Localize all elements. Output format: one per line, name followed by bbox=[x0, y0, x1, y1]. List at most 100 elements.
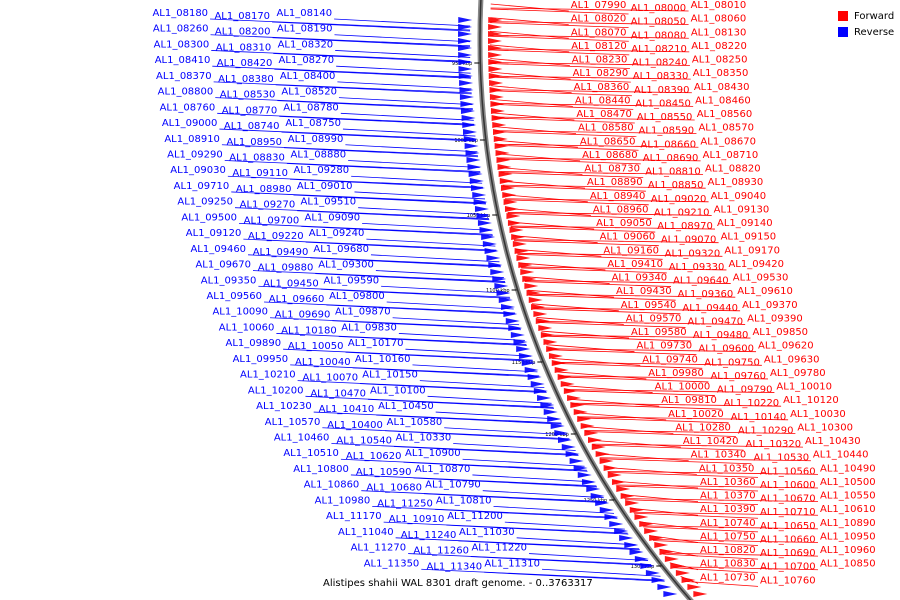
forward-gene-label: AL1_08210 bbox=[631, 44, 687, 55]
forward-gene-connector bbox=[600, 458, 752, 465]
reverse-gene-label: AL1_10900 bbox=[405, 448, 461, 459]
forward-gene-label: AL1_08220 bbox=[691, 41, 747, 52]
forward-gene-connector bbox=[517, 253, 663, 260]
reverse-gene-label: AL1_08400 bbox=[280, 71, 336, 82]
forward-gene-label: AL1_08240 bbox=[632, 58, 688, 69]
reverse-gene-glyph bbox=[577, 472, 592, 478]
reverse-gene-label: AL1_10040 bbox=[295, 357, 351, 368]
reverse-gene-label: AL1_08980 bbox=[236, 184, 292, 195]
reverse-gene-connector bbox=[342, 128, 476, 137]
reverse-gene-connector bbox=[383, 521, 628, 534]
forward-gene-connector bbox=[494, 131, 637, 138]
forward-gene-label: AL1_10340 bbox=[691, 450, 747, 461]
forward-gene-connector bbox=[543, 335, 691, 342]
forward-gene-glyph bbox=[524, 283, 539, 289]
reverse-gene-connector bbox=[210, 34, 471, 47]
forward-gene-connector bbox=[490, 49, 630, 56]
reverse-gene-label: AL1_10180 bbox=[281, 325, 337, 336]
reverse-gene-glyph bbox=[490, 269, 505, 275]
reverse-gene-label: AL1_10980 bbox=[315, 495, 371, 506]
reverse-gene-label: AL1_10170 bbox=[348, 338, 404, 349]
forward-gene-connector bbox=[571, 402, 782, 407]
reverse-gene-label: AL1_10150 bbox=[362, 370, 418, 381]
reverse-gene-label: AL1_10470 bbox=[310, 388, 366, 399]
forward-gene-connector bbox=[590, 439, 681, 448]
forward-gene-glyph bbox=[516, 255, 531, 261]
forward-gene-label: AL1_09340 bbox=[612, 273, 668, 284]
forward-gene-label: AL1_10700 bbox=[760, 562, 816, 573]
forward-gene-connector bbox=[510, 225, 716, 230]
reverse-gene-label: AL1_09030 bbox=[170, 165, 226, 176]
reverse-gene-label: AL1_09800 bbox=[329, 291, 385, 302]
reverse-gene-glyph bbox=[657, 584, 672, 590]
forward-gene-glyph bbox=[551, 360, 566, 366]
forward-gene-label: AL1_10530 bbox=[753, 453, 809, 464]
forward-gene-glyph bbox=[488, 45, 503, 51]
reverse-gene-connector bbox=[350, 474, 597, 487]
forward-gene-connector bbox=[652, 540, 759, 546]
reverse-gene-connector bbox=[405, 348, 532, 357]
forward-gene-label: AL1_09570 bbox=[626, 313, 682, 324]
forward-gene-connector bbox=[513, 239, 719, 244]
forward-gene-connector bbox=[559, 375, 769, 380]
forward-gene-connector bbox=[516, 248, 602, 257]
forward-gene-label: AL1_09370 bbox=[742, 300, 798, 311]
forward-gene-connector bbox=[613, 480, 699, 489]
forward-gene-connector bbox=[672, 566, 819, 571]
reverse-gene-glyph bbox=[459, 80, 474, 86]
reverse-gene-label: AL1_08270 bbox=[279, 55, 335, 66]
reverse-gene-label: AL1_11170 bbox=[326, 511, 382, 522]
reverse-gene-connector bbox=[231, 191, 486, 204]
forward-gene-glyph bbox=[687, 584, 702, 590]
reverse-gene-connector bbox=[297, 380, 547, 393]
forward-gene-label: AL1_08130 bbox=[691, 27, 747, 38]
forward-gene-connector bbox=[582, 426, 674, 434]
forward-gene-connector bbox=[501, 180, 586, 189]
forward-gene-connector bbox=[557, 371, 647, 380]
forward-gene-glyph bbox=[489, 94, 504, 100]
forward-gene-connector bbox=[496, 143, 699, 148]
reverse-gene-glyph bbox=[513, 339, 528, 345]
reverse-gene-label: AL1_10910 bbox=[389, 514, 445, 525]
reverse-gene-label: AL1_10870 bbox=[415, 464, 471, 475]
reverse-gene-label: AL1_08750 bbox=[285, 118, 341, 129]
reverse-gene-label: AL1_09690 bbox=[275, 310, 331, 321]
forward-gene-connector bbox=[529, 294, 676, 301]
forward-gene-label: AL1_09060 bbox=[600, 232, 656, 243]
forward-gene-label: AL1_09360 bbox=[678, 289, 734, 300]
reverse-gene-connector bbox=[340, 112, 474, 121]
forward-gene-glyph bbox=[611, 479, 626, 485]
reverse-gene-connector bbox=[272, 37, 471, 48]
reverse-gene-label: AL1_10100 bbox=[370, 385, 426, 396]
forward-gene-label: AL1_08230 bbox=[572, 55, 628, 66]
reverse-gene-connector bbox=[386, 301, 514, 310]
forward-gene-connector bbox=[509, 221, 595, 230]
reverse-gene-label: AL1_08260 bbox=[153, 24, 209, 35]
forward-gene-connector bbox=[490, 22, 629, 29]
reverse-gene-label: AL1_10570 bbox=[265, 417, 321, 428]
forward-gene-connector bbox=[548, 349, 697, 356]
forward-gene-label: AL1_08930 bbox=[708, 177, 764, 188]
reverse-gene-glyph bbox=[458, 66, 473, 72]
reverse-gene-label: AL1_10540 bbox=[336, 436, 392, 447]
forward-gene-label: AL1_10140 bbox=[731, 412, 787, 423]
reverse-gene-label: AL1_11350 bbox=[364, 558, 420, 569]
forward-gene-label: AL1_08470 bbox=[576, 109, 632, 120]
forward-gene-glyph bbox=[580, 423, 595, 429]
forward-gene-label: AL1_08820 bbox=[705, 164, 761, 175]
forward-gene-connector bbox=[597, 453, 689, 462]
reverse-gene-connector bbox=[219, 128, 476, 141]
reverse-gene-connector bbox=[258, 285, 510, 298]
forward-gene-label: AL1_08070 bbox=[571, 27, 627, 38]
forward-gene-label: AL1_09980 bbox=[648, 368, 704, 379]
reverse-gene-connector bbox=[345, 144, 478, 153]
reverse-gene-label: AL1_08770 bbox=[222, 105, 278, 116]
forward-gene-label: AL1_09630 bbox=[764, 354, 820, 365]
forward-gene-label: AL1_08660 bbox=[641, 139, 697, 150]
reverse-gene-connector bbox=[211, 50, 471, 62]
reverse-gene-connector bbox=[305, 395, 554, 408]
reverse-gene-glyph bbox=[540, 402, 555, 408]
reverse-gene-connector bbox=[248, 254, 501, 267]
forward-gene-label: AL1_08080 bbox=[631, 30, 687, 41]
reverse-gene-label: AL1_09560 bbox=[206, 291, 262, 302]
